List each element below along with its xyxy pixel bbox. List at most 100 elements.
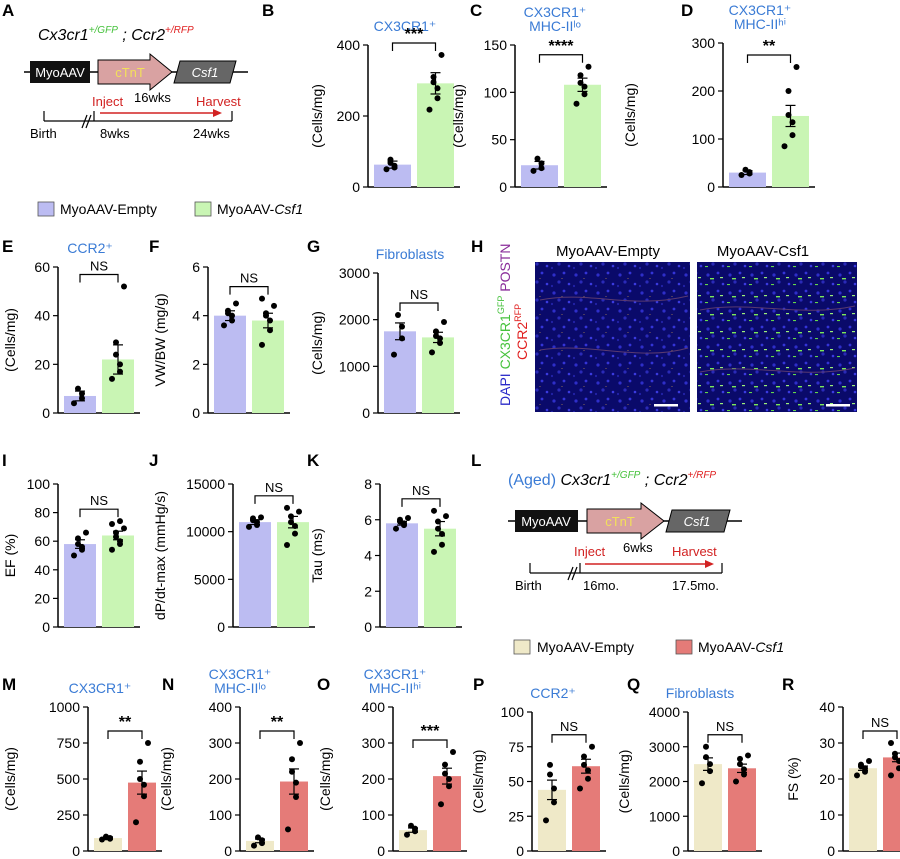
data-point-p <box>547 761 553 768</box>
bar-e-empty <box>64 395 96 413</box>
y-tick-label-r: 10 <box>819 807 835 823</box>
data-point-p <box>581 761 587 768</box>
y-tick-label-g: 0 <box>362 405 370 421</box>
data-point-n <box>251 842 257 849</box>
scale-bar-empty <box>654 404 678 407</box>
data-point-k <box>397 516 403 523</box>
y-tick-label-n: 300 <box>209 735 233 751</box>
micrograph-panel: MyoAAV-Empty MyoAAV-Csf1 DAPI CX3CR1GFP … <box>496 243 857 412</box>
sig-bracket-p <box>551 734 587 743</box>
sig-label-i: NS <box>90 493 108 508</box>
y-tick-label-d: 200 <box>692 83 716 99</box>
panel-letter-c: C <box>470 1 482 20</box>
chart-title-c: CX3CR1⁺ <box>524 4 587 20</box>
data-point-f <box>267 327 273 334</box>
data-point-k <box>439 541 445 548</box>
y-axis-label-r: FS (%) <box>785 757 801 801</box>
data-point-c <box>534 155 541 162</box>
data-point-n <box>285 826 291 833</box>
y-tick-label-k: 0 <box>364 619 372 635</box>
data-point-n <box>293 779 299 786</box>
y-tick-label-n: 100 <box>209 807 233 823</box>
aged-end-age-label: 17.5mo. <box>672 578 719 593</box>
bar-g-empty <box>384 331 416 413</box>
legend-label-csf1: MyoAAV-Csf1 <box>217 201 303 217</box>
data-point-g <box>441 319 447 325</box>
sig-label-c: **** <box>549 38 575 55</box>
y-tick-label-p: 75 <box>508 739 524 755</box>
data-point-k <box>435 518 441 525</box>
data-point-m <box>137 776 143 782</box>
y-tick-label-p: 50 <box>508 774 524 790</box>
chart-title-g: Fibroblasts <box>376 246 444 262</box>
aged-ctnt-promoter-arrow <box>586 501 665 541</box>
sig-label-d: ** <box>763 38 776 55</box>
data-point-e <box>121 283 127 290</box>
chart-n: 0 100 200 300 400 (Cells/mg) CX3CR1⁺MHC-IIˡᵒ ** <box>158 666 314 859</box>
sig-label-r: NS <box>871 715 889 730</box>
y-tick-label-k: 6 <box>364 512 372 528</box>
aged-interval-label: 6wks <box>623 540 653 555</box>
bar-c-csf1 <box>564 84 601 187</box>
data-point-g <box>399 335 405 342</box>
y-axis-label-j: dP/dt-max (mmHg/s) <box>152 491 168 620</box>
y-tick-label-m: 1000 <box>49 699 80 715</box>
stain-label-line1: DAPI CX3CR1GFP POSTN <box>496 244 513 406</box>
y-tick-label-e: 0 <box>42 405 50 421</box>
data-point-k <box>439 531 445 538</box>
aged-inject-label: Inject <box>574 544 605 559</box>
y-tick-label-f: 2 <box>192 356 200 372</box>
data-point-d <box>785 112 792 118</box>
data-point-o <box>408 822 414 829</box>
chart-r: 0 10 20 30 40 FS (%) NS <box>785 699 900 859</box>
bar-r-csf1 <box>883 757 900 851</box>
data-point-n <box>289 768 295 775</box>
y-tick-label-p: 100 <box>501 704 525 720</box>
legend-swatch-csf1 <box>194 201 212 217</box>
chart-c: 0 50 100 150 (Cells/mg) CX3CR1⁺MHC-IIˡᵒ **** <box>450 4 607 195</box>
data-point-o <box>404 831 410 838</box>
panel-letter-p: P <box>473 675 484 694</box>
data-point-c <box>530 167 537 174</box>
data-point-m <box>141 781 147 788</box>
y-tick-label-i: 40 <box>34 562 50 578</box>
data-point-f <box>271 302 277 309</box>
data-point-p <box>589 743 595 750</box>
interval-label: 16wks <box>134 90 171 105</box>
y-tick-label-p: 0 <box>516 843 524 859</box>
y-tick-label-e: 40 <box>34 308 50 324</box>
data-point-k <box>431 507 437 514</box>
data-point-o <box>438 801 444 808</box>
y-tick-label-q: 4000 <box>649 704 680 720</box>
schematic-young: Cx3cr1+/GFP ; Ccr2+/RFP MyoAAV cTnT Csf1… <box>24 25 248 141</box>
y-tick-label-d: 0 <box>707 179 715 195</box>
data-point-k <box>393 525 399 532</box>
data-point-j <box>246 523 252 530</box>
y-tick-label-m: 0 <box>72 843 80 859</box>
y-tick-label-q: 3000 <box>649 739 680 755</box>
data-point-i <box>71 552 77 559</box>
data-point-q <box>699 780 705 787</box>
data-point-g <box>395 312 401 318</box>
y-tick-label-o: 300 <box>362 735 386 751</box>
y-tick-label-c: 50 <box>491 132 507 148</box>
data-point-k <box>431 548 437 555</box>
sig-label-q: NS <box>716 719 734 734</box>
bar-d-csf1 <box>772 115 809 187</box>
y-axis-label-e: (Cells/mg) <box>2 308 18 372</box>
data-point-f <box>263 310 269 317</box>
y-axis-label-q: (Cells/mg) <box>616 750 632 814</box>
data-point-q <box>745 752 751 759</box>
y-tick-label-r: 40 <box>819 699 835 715</box>
panel-letter-h: H <box>471 237 483 256</box>
data-point-n <box>255 834 261 841</box>
ctnt-promoter-arrow <box>97 52 173 92</box>
y-tick-label-i: 60 <box>34 533 50 549</box>
data-point-q <box>703 754 709 761</box>
panel-letter-e: E <box>2 237 13 256</box>
sig-bracket-c <box>538 54 584 63</box>
data-point-c <box>581 83 588 90</box>
gfp-superscript: +/GFP <box>89 25 119 36</box>
